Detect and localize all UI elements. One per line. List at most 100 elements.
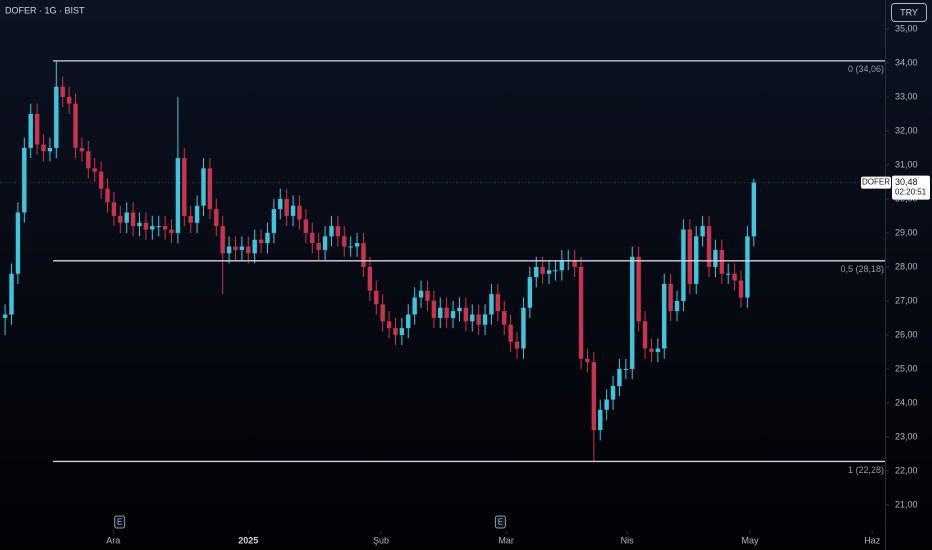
candle-body — [521, 307, 526, 349]
candle-body — [130, 212, 136, 227]
candle-body — [137, 222, 142, 227]
candle-body — [367, 266, 373, 291]
candle-body — [527, 277, 533, 308]
candle-body — [399, 328, 405, 335]
x-tick-label: Şub — [373, 535, 389, 545]
candle-body — [150, 226, 155, 230]
countdown: 02:20:51 — [895, 188, 927, 197]
x-tick-label: 2025 — [238, 535, 258, 545]
candle-body — [393, 328, 398, 335]
candle-body — [15, 212, 21, 274]
candle-body — [284, 198, 289, 216]
candle-body — [706, 226, 712, 267]
y-tick-label: 31,00 — [895, 159, 918, 169]
candle-body — [681, 229, 686, 301]
candle-body — [66, 96, 72, 104]
y-tick-label: 24,00 — [895, 397, 918, 407]
x-tick-label: Ara — [106, 535, 120, 545]
candle-body — [73, 103, 78, 148]
candle-body — [636, 256, 641, 322]
x-tick-label: Haz — [864, 535, 881, 545]
candle-body — [559, 260, 565, 271]
candle-body — [271, 209, 277, 233]
candle-body — [489, 294, 494, 315]
y-tick-label: 27,00 — [895, 295, 918, 305]
candle-body — [207, 168, 213, 210]
y-tick-label: 23,00 — [895, 431, 918, 441]
candle-body — [258, 239, 264, 244]
candle-body — [60, 86, 65, 97]
candle-body — [668, 283, 673, 312]
candle-body — [156, 226, 161, 228]
candle-body — [726, 273, 731, 275]
y-tick-label: 29,00 — [895, 227, 918, 237]
candle-body — [546, 270, 552, 274]
candle-body — [482, 314, 488, 325]
candle-body — [54, 86, 59, 148]
candle-body — [175, 158, 181, 233]
candle-body — [649, 348, 654, 352]
candle-body — [406, 314, 411, 329]
candle-body — [623, 368, 629, 370]
x-tick-label: Mar — [498, 535, 514, 545]
candle-body — [502, 311, 507, 325]
candle-body — [553, 270, 558, 272]
candle-body — [642, 321, 648, 349]
candle-body — [463, 307, 469, 322]
candle-body — [194, 205, 200, 223]
y-tick-label: 22,00 — [895, 465, 918, 475]
candle-body — [22, 147, 27, 213]
candle-body — [290, 205, 296, 216]
candle-body — [118, 215, 123, 223]
candle-body — [604, 399, 609, 410]
candle-body — [233, 246, 238, 250]
candle-body — [694, 236, 699, 284]
y-tick-label: 28,00 — [895, 261, 918, 271]
candle-body — [47, 147, 53, 152]
currency-button[interactable] — [891, 3, 927, 22]
candle-body — [278, 198, 283, 210]
candle-body — [374, 290, 379, 305]
chart-title: DOFER · 1G · BIST — [5, 5, 85, 15]
candle-body — [598, 409, 603, 431]
candle-body — [354, 243, 360, 247]
candle-body — [438, 307, 443, 318]
price-box — [892, 175, 930, 200]
fib-level-label: 0,5 (28,18) — [840, 264, 884, 274]
candle-body — [585, 358, 590, 363]
y-tick-label: 21,00 — [895, 499, 918, 509]
y-tick-label: 26,00 — [895, 329, 918, 339]
candle-body — [28, 113, 33, 148]
candle-body — [201, 168, 206, 206]
candle-body — [79, 147, 85, 152]
candle-body — [508, 324, 513, 342]
candle-body — [105, 188, 110, 203]
candle-body — [610, 385, 616, 400]
candle-body — [380, 304, 385, 322]
candle-body — [687, 229, 693, 284]
candle-body — [450, 311, 456, 318]
y-tick-label: 25,00 — [895, 363, 918, 373]
candle-body — [169, 229, 174, 233]
candle-body — [239, 246, 245, 250]
symbol-tag: DOFER — [862, 178, 890, 187]
x-tick-label: Nis — [621, 535, 634, 545]
y-tick-label: 33,00 — [895, 91, 918, 101]
y-tick-label: 32,00 — [895, 125, 918, 135]
candle-body — [457, 307, 462, 312]
candle-body — [335, 226, 341, 237]
candle-body — [738, 280, 744, 298]
candle-body — [214, 209, 219, 227]
event-label: E — [117, 518, 122, 527]
candle-body — [444, 307, 449, 318]
candle-body — [2, 314, 8, 318]
candle-body — [617, 368, 622, 386]
candle-body — [476, 314, 481, 325]
currency-label[interactable]: TRY — [900, 7, 918, 17]
candle-body — [674, 300, 680, 312]
candle-body — [220, 226, 225, 254]
candle-body — [713, 249, 718, 267]
